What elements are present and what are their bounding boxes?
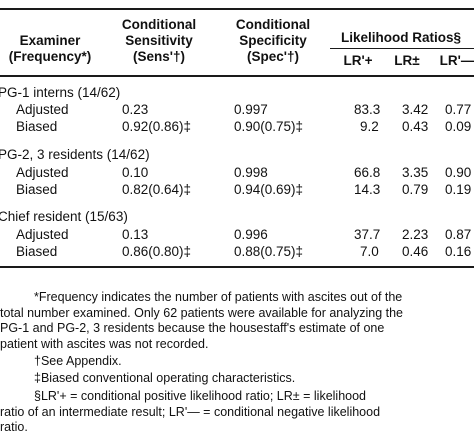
footnote-frequency-cont: total number examined. Only 62 patients … xyxy=(0,305,404,320)
lr-group-rule xyxy=(330,48,474,49)
table-top-rule xyxy=(0,8,474,10)
cell-lr-intermediate: 3.42 xyxy=(402,102,429,117)
footnote-lr-definitions-cont: ratio of an intermediate result; LR'— = … xyxy=(0,404,381,419)
group-title: PG-1 interns (14/62) xyxy=(0,85,121,100)
row-label: Adjusted xyxy=(16,102,69,117)
cell-spec: 0.88(0.75)‡ xyxy=(234,244,304,259)
header-examiner: Examiner xyxy=(19,33,81,48)
table-bottom-rule xyxy=(0,266,474,268)
header-sens-line2: Sensitivity xyxy=(125,33,193,48)
header-spec-line1: Conditional xyxy=(235,17,311,32)
cell-sens: 0.13 xyxy=(122,227,149,242)
cell-lr-negative: 0.09 xyxy=(445,119,472,134)
cell-lr-positive: 7.0 xyxy=(360,244,379,259)
footnote-frequency-cont: patient with ascites was not recorded. xyxy=(0,336,209,351)
cell-lr-negative: 0.90 xyxy=(445,165,472,180)
row-label: Biased xyxy=(16,244,58,259)
cell-lr-positive: 14.3 xyxy=(354,182,381,197)
header-lr-positive: LR'+ xyxy=(343,53,373,68)
row-label: Biased xyxy=(16,182,58,197)
cell-spec: 0.996 xyxy=(234,227,268,242)
header-lr-intermediate: LR± xyxy=(394,53,420,68)
cell-sens: 0.10 xyxy=(122,165,149,180)
cell-lr-negative: 0.87 xyxy=(445,227,472,242)
header-frequency: (Frequency*) xyxy=(8,49,92,64)
group-title: PG-2, 3 residents (14/62) xyxy=(0,147,150,162)
row-label: Adjusted xyxy=(16,227,69,242)
cell-spec: 0.997 xyxy=(234,102,268,117)
cell-lr-negative: 0.16 xyxy=(445,244,472,259)
header-likelihood-ratios: Likelihood Ratios§ xyxy=(341,30,462,45)
cell-lr-negative: 0.19 xyxy=(445,182,472,197)
cell-lr-positive: 83.3 xyxy=(354,102,381,117)
footnote-biased: ‡Biased conventional operating character… xyxy=(34,371,296,385)
header-sens-line3: (Sens'†) xyxy=(133,49,185,64)
header-spec-line3: (Spec'†) xyxy=(247,49,299,64)
cell-lr-negative: 0.77 xyxy=(445,102,472,117)
footnote-lr-definitions: §LR'+ = conditional positive likelihood … xyxy=(34,389,367,403)
footnote-frequency-cont: PG-1 and PG-2, 3 residents because the h… xyxy=(0,321,385,336)
cell-lr-positive: 9.2 xyxy=(360,119,379,134)
cell-sens: 0.86(0.80)‡ xyxy=(122,244,192,259)
header-sens-line1: Conditional xyxy=(121,17,197,32)
cell-spec: 0.90(0.75)‡ xyxy=(234,119,304,134)
header-lr-negative: LR'— xyxy=(439,53,474,68)
cell-lr-positive: 37.7 xyxy=(354,227,381,242)
footnote-lr-definitions-cont: ratio. xyxy=(0,420,28,435)
cell-lr-intermediate: 3.35 xyxy=(402,165,429,180)
cell-spec: 0.998 xyxy=(234,165,268,180)
cell-spec: 0.94(0.69)‡ xyxy=(234,182,304,197)
cell-lr-intermediate: 0.43 xyxy=(402,119,429,134)
row-label: Biased xyxy=(16,119,58,134)
cell-sens: 0.82(0.64)‡ xyxy=(122,182,192,197)
cell-sens: 0.23 xyxy=(122,102,149,117)
cell-lr-intermediate: 2.23 xyxy=(402,227,429,242)
footnote-appendix: †See Appendix. xyxy=(34,354,122,368)
footnote-frequency: *Frequency indicates the number of patie… xyxy=(34,290,403,304)
cell-lr-intermediate: 0.46 xyxy=(402,244,429,259)
header-spec-line2: Specificity xyxy=(239,33,307,48)
cell-sens: 0.92(0.86)‡ xyxy=(122,119,192,134)
group-title: Chief resident (15/63) xyxy=(0,209,128,224)
header-bottom-rule xyxy=(0,75,474,77)
cell-lr-positive: 66.8 xyxy=(354,165,381,180)
cell-lr-intermediate: 0.79 xyxy=(402,182,429,197)
row-label: Adjusted xyxy=(16,165,69,180)
